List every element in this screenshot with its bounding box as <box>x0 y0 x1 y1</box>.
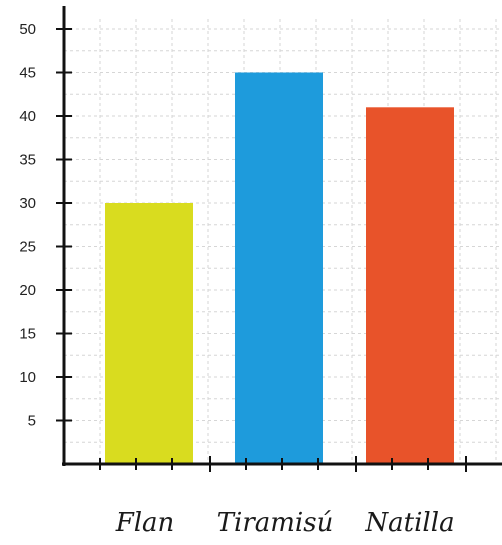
y-tick-label: 30 <box>19 195 36 212</box>
y-tick-label: 15 <box>19 326 36 343</box>
bar-flan <box>105 203 193 464</box>
x-category-label: Natilla <box>364 508 454 538</box>
y-tick-label: 35 <box>19 152 36 169</box>
bar-natilla <box>366 107 454 465</box>
x-category-label: Tiramisú <box>217 508 334 538</box>
y-tick-label: 5 <box>28 413 36 430</box>
y-tick-label: 40 <box>19 108 36 125</box>
y-tick-label: 10 <box>19 369 36 386</box>
bar-tiramis- <box>235 72 323 464</box>
axes <box>56 6 502 472</box>
y-tick-label: 45 <box>19 65 36 82</box>
y-tick-label: 20 <box>19 282 36 299</box>
x-category-label: Flan <box>115 508 175 538</box>
y-tick-label: 50 <box>19 21 36 38</box>
bars <box>105 72 454 465</box>
y-tick-label: 25 <box>19 239 36 256</box>
labels: 5 10 15 20 25 30 35 40 45 50 Flan Tiramisú Natilla <box>19 21 454 538</box>
